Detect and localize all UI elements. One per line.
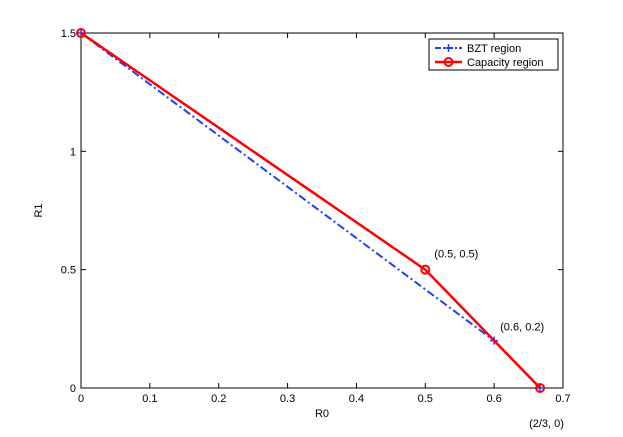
x-tick-label: 0.2: [211, 393, 226, 405]
x-tick-label: 0.5: [418, 393, 433, 405]
series-line-1: [80, 31, 541, 389]
x-tick-label: 0.1: [142, 393, 157, 405]
x-tick-label: 0.6: [486, 393, 501, 405]
legend-label: BZT region: [467, 43, 521, 55]
y-tick-label: 1.5: [61, 28, 76, 40]
plot-area: [80, 32, 564, 389]
x-tick-label: 0: [78, 393, 84, 405]
y-tick-label: 1: [70, 146, 76, 158]
data-point: [76, 28, 86, 38]
y-axis-label: R1: [33, 203, 45, 217]
data-point: [420, 264, 431, 275]
x-axis-label: R0: [315, 408, 329, 420]
y-tick-label: 0: [70, 383, 76, 395]
x-tick-label: 0.7: [555, 393, 570, 405]
legend-marker: [443, 57, 454, 67]
x-tick-label: 0.3: [280, 393, 295, 405]
y-tick-label: 0.5: [61, 265, 76, 277]
series-group: [76, 28, 546, 393]
annotation-label: (0.6, 0.2): [500, 322, 544, 334]
annotation-label: (0.5, 0.5): [434, 249, 478, 261]
annotation-label: (2/3, 0): [529, 418, 564, 430]
annotations-group: (0.5, 0.5) (0.6, 0.2) (2/3, 0): [434, 249, 564, 430]
data-point: [535, 383, 546, 393]
legend: BZT region Capacity region: [428, 38, 559, 71]
axis-ticks: 0 0.1 0.2 0.3 0.4 0.5 0.6 0.7 0 0.5 1 1.5: [61, 28, 571, 405]
legend-label: Capacity region: [467, 57, 543, 69]
x-tick-label: 0.4: [349, 393, 364, 405]
